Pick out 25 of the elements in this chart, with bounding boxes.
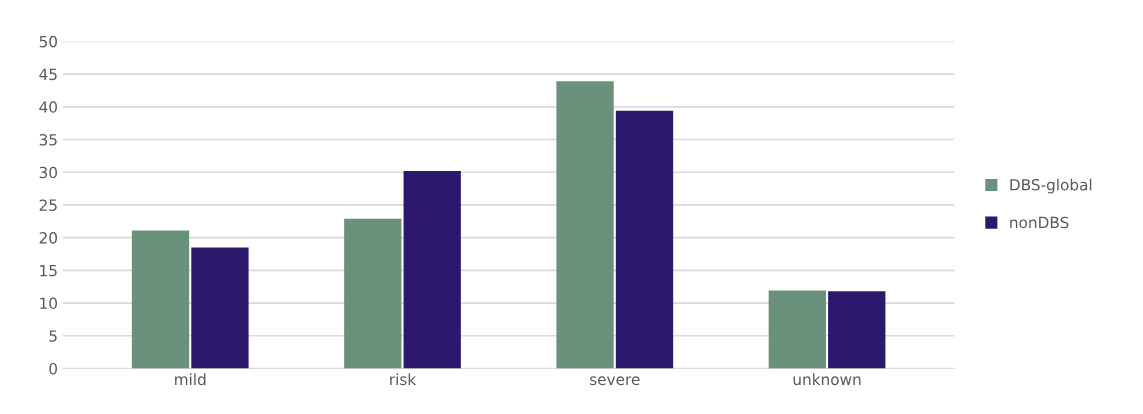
- bar: [556, 81, 614, 369]
- y-tick-label: 0: [49, 362, 57, 375]
- y-tick-label: 30: [39, 166, 57, 179]
- y-tick-label: 15: [40, 265, 57, 277]
- x-tick-label: unknown: [793, 373, 861, 386]
- bar: [403, 170, 461, 369]
- y-tick-label: 10: [40, 297, 57, 310]
- y-tick-label: 45: [39, 68, 57, 81]
- legend-label: nonDBS: [1010, 216, 1069, 229]
- bar: [615, 110, 674, 369]
- bar: [768, 290, 826, 369]
- bar: [344, 218, 402, 369]
- bar: [191, 247, 249, 369]
- y-tick-label: 20: [39, 232, 57, 244]
- x-tick-label: mild: [175, 373, 206, 386]
- x-tick-label: risk: [390, 373, 417, 386]
- y-tick-label: 25: [39, 199, 57, 211]
- legend-label: DBS-global: [1010, 178, 1092, 194]
- y-tick-label: 35: [39, 133, 57, 146]
- bar: [131, 230, 190, 369]
- y-tick-label: 5: [49, 330, 57, 342]
- y-tick-label: 50: [39, 35, 57, 48]
- y-tick-label: 40: [39, 101, 57, 113]
- bar: [828, 291, 886, 369]
- x-tick-label: severe: [590, 376, 640, 386]
